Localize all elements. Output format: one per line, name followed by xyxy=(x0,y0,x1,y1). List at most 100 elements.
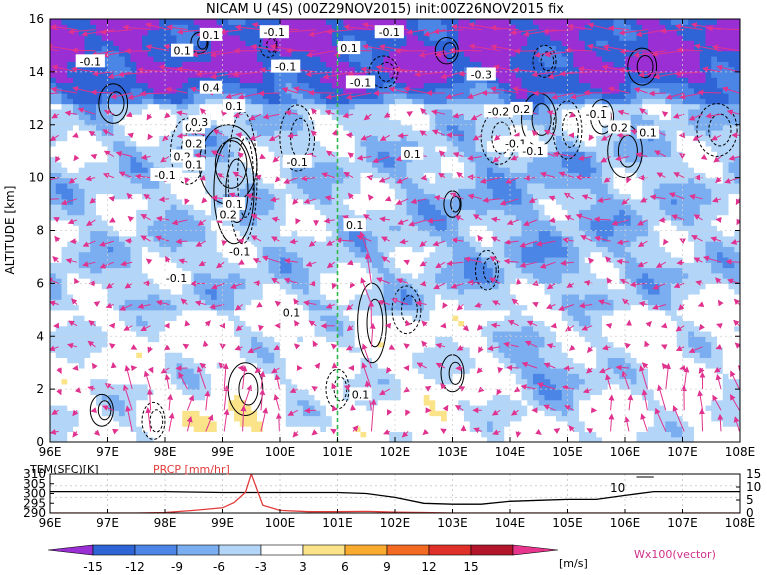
shade-cell xyxy=(360,40,367,47)
shade-cell xyxy=(147,19,155,25)
shade-cell xyxy=(366,98,373,105)
shade-cell xyxy=(251,34,258,41)
shade-cell xyxy=(331,40,339,47)
shade-cell xyxy=(182,330,189,337)
shade-cell xyxy=(50,420,57,427)
shade-cell xyxy=(366,93,373,99)
shade-cell xyxy=(61,357,68,364)
shade-cell xyxy=(389,420,396,427)
shade-cell xyxy=(61,320,68,327)
shade-cell xyxy=(136,410,143,417)
shade-cell xyxy=(124,204,132,210)
shade-cell xyxy=(366,167,373,173)
shade-cell xyxy=(153,225,160,232)
shade-cell xyxy=(285,114,293,121)
shade-cell xyxy=(268,336,275,343)
shade-cell xyxy=(268,367,275,374)
shade-cell xyxy=(119,346,126,353)
shade-cell xyxy=(337,426,344,433)
shade-cell xyxy=(251,325,258,332)
shade-cell xyxy=(176,93,183,99)
shade-cell xyxy=(228,336,235,343)
shade-cell xyxy=(343,256,350,263)
shade-cell xyxy=(96,325,103,332)
shade-cell xyxy=(147,262,155,269)
shade-cell xyxy=(228,177,235,184)
shade-cell xyxy=(119,82,126,89)
shade-cell xyxy=(389,262,396,269)
shade-cell xyxy=(50,341,57,348)
shade-cell xyxy=(101,362,109,369)
shade-cell xyxy=(142,230,149,237)
shade-cell xyxy=(291,346,298,353)
shade-cell xyxy=(142,389,149,396)
shade-cell xyxy=(349,108,356,115)
shade-cell xyxy=(297,283,304,290)
shade-cell xyxy=(211,436,218,442)
shade-cell xyxy=(136,330,143,337)
shade-cell xyxy=(320,320,327,327)
shade-cell xyxy=(377,193,385,200)
shade-cell xyxy=(308,19,316,25)
shade-cell xyxy=(78,82,86,89)
shade-cell xyxy=(176,315,183,321)
shade-cell xyxy=(211,330,218,337)
shade-cell xyxy=(107,119,114,126)
shade-cell xyxy=(228,24,235,31)
shade-cell xyxy=(395,315,402,321)
shade-cell xyxy=(245,66,252,73)
shade-cell xyxy=(245,304,252,311)
shade-cell xyxy=(176,87,183,94)
shade-cell xyxy=(78,288,86,295)
shade-cell xyxy=(383,373,390,380)
shade-cell xyxy=(395,209,402,216)
shade-cell xyxy=(251,404,258,411)
shade-cell xyxy=(130,272,137,279)
shade-cell xyxy=(400,188,408,195)
shade-cell xyxy=(377,283,385,290)
shade-cell xyxy=(130,336,137,343)
shade-cell xyxy=(211,246,218,253)
shade-cell xyxy=(343,426,350,433)
shade-cell xyxy=(124,45,132,52)
shade-cell xyxy=(130,315,137,321)
shade-cell xyxy=(165,389,172,396)
shade-cell xyxy=(308,103,316,110)
shade-cell xyxy=(395,362,402,369)
shade-cell xyxy=(170,246,178,253)
shade-cell xyxy=(170,193,178,200)
shade-cell xyxy=(274,135,281,142)
shade-cell xyxy=(50,182,57,189)
shade-cell xyxy=(188,230,195,237)
shade-cell xyxy=(165,219,172,226)
shade-cell xyxy=(337,267,344,274)
shade-cell xyxy=(257,140,264,147)
shade-cell xyxy=(268,103,275,110)
shade-cell xyxy=(377,399,385,406)
shade-cell xyxy=(159,256,166,263)
shade-cell xyxy=(320,283,327,290)
shade-cell xyxy=(337,246,344,253)
shade-cell xyxy=(297,135,304,142)
shade-cell xyxy=(303,309,310,316)
shade-cell xyxy=(291,193,298,200)
shade-cell xyxy=(78,436,86,442)
shade-cell xyxy=(280,346,287,353)
shade-cell xyxy=(239,346,247,353)
shade-cell xyxy=(234,145,241,152)
shade-cell xyxy=(142,431,149,438)
shade-cell xyxy=(268,246,275,253)
shade-cell xyxy=(377,325,385,332)
shade-cell xyxy=(354,367,362,374)
shade-cell xyxy=(308,330,316,337)
shade-cell xyxy=(372,399,379,406)
shade-cell xyxy=(251,77,258,84)
shade-cell xyxy=(245,426,252,433)
shade-cell xyxy=(274,56,281,62)
shade-cell xyxy=(268,71,275,78)
shade-cell xyxy=(124,61,132,68)
shade-cell xyxy=(274,145,281,152)
shade-cell xyxy=(326,145,333,152)
shade-cell xyxy=(314,66,321,73)
shade-cell xyxy=(251,87,258,94)
